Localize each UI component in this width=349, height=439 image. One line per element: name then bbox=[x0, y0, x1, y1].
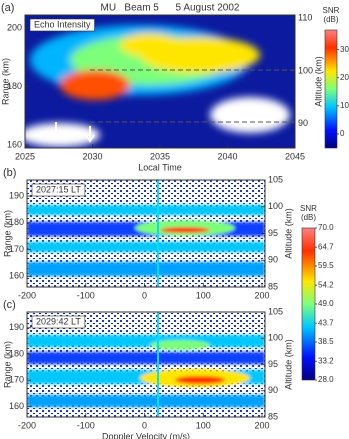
x-tick-label: 2045 bbox=[285, 151, 305, 161]
y-tick-label: 170 bbox=[9, 244, 24, 254]
y-tick-label: 160 bbox=[9, 401, 24, 411]
colorbar-tick-label: 64.7 bbox=[318, 242, 334, 251]
x-tick-label: 2030 bbox=[82, 151, 102, 161]
y2-axis-label: Altitude (km) bbox=[283, 208, 293, 259]
y-axis-label: Range (km) bbox=[2, 210, 12, 257]
heatmap-image bbox=[27, 312, 265, 417]
colorbar-tick-label: 30 bbox=[340, 45, 349, 54]
colorbar-tick-label: 33.2 bbox=[318, 356, 334, 365]
x-tick-label: -200 bbox=[18, 290, 36, 300]
y-axis-label: Range (km) bbox=[2, 341, 12, 388]
y-tick-label: 190 bbox=[9, 322, 24, 332]
panel-label: (b) bbox=[3, 167, 16, 179]
heatmap-image bbox=[25, 15, 295, 148]
y2-tick-label: 85 bbox=[268, 281, 278, 291]
y2-tick-label: 90 bbox=[268, 255, 278, 265]
heatmap-image bbox=[27, 180, 265, 287]
y2-tick-label: 105 bbox=[268, 174, 283, 184]
x-tick-label: 2035 bbox=[150, 151, 170, 161]
y2-tick-label: 100 bbox=[268, 333, 283, 343]
y2-tick-label: 100 bbox=[298, 65, 313, 75]
x-tick-label: -200 bbox=[18, 420, 36, 430]
colorbar-tick-label: 43.7 bbox=[318, 318, 334, 327]
annotation: 2027:15 LT bbox=[36, 184, 81, 194]
colorbar-tick-label: 20 bbox=[340, 73, 349, 82]
colorbar bbox=[324, 29, 338, 149]
panel-label: (c) bbox=[3, 299, 16, 311]
chart-title: MU Beam 5 5 August 2002 bbox=[101, 3, 240, 14]
y2-tick-label: 90 bbox=[298, 118, 308, 128]
y-axis-label: Range (km) bbox=[0, 58, 10, 105]
colorbar-tick-label: 10 bbox=[340, 101, 349, 110]
x-tick-label: 0 bbox=[142, 290, 147, 300]
colorbar-tick-label: 49.0 bbox=[318, 299, 334, 308]
y2-tick-label: 110 bbox=[298, 13, 312, 23]
y-tick-label: 170 bbox=[9, 375, 24, 385]
x-tick-label: 100 bbox=[196, 290, 211, 300]
colorbar-tick-label: 28.0 bbox=[318, 375, 334, 384]
y-tick-label: 180 bbox=[9, 217, 24, 227]
y2-tick-label: 95 bbox=[268, 359, 278, 369]
panel-label: (a) bbox=[1, 2, 14, 14]
y2-tick-label: 105 bbox=[268, 306, 283, 316]
colorbar-tick-label: 70.0 bbox=[318, 223, 334, 232]
y-tick-label: 200 bbox=[7, 22, 22, 32]
colorbar-tick-label: 0 bbox=[340, 129, 345, 138]
colorbar-units: (dB) bbox=[323, 15, 338, 24]
y-tick-label: 190 bbox=[9, 190, 24, 200]
y-tick-label: 160 bbox=[9, 271, 24, 281]
y2-tick-label: 85 bbox=[268, 411, 278, 421]
colorbar-tick-label: 59.5 bbox=[318, 261, 334, 270]
y2-tick-label: 90 bbox=[268, 385, 278, 395]
y-tick-label: 180 bbox=[9, 348, 24, 358]
annotation: Echo Intensity bbox=[34, 19, 91, 29]
annotation-box bbox=[31, 315, 86, 329]
annotation-box bbox=[29, 18, 95, 32]
colorbar-tick-label: 54.2 bbox=[318, 280, 334, 289]
colorbar-label: SNR bbox=[323, 6, 340, 15]
x-tick-label: 200 bbox=[255, 420, 270, 430]
annotation: 2029:42 LT bbox=[36, 316, 81, 326]
annotation-box bbox=[31, 183, 86, 197]
y-tick-label: 160 bbox=[7, 139, 22, 149]
x-tick-label: -100 bbox=[77, 290, 95, 300]
colorbar-units: (dB) bbox=[301, 213, 316, 222]
y2-tick-label: 95 bbox=[268, 228, 278, 238]
x-tick-label: 2025 bbox=[15, 151, 35, 161]
colorbar bbox=[301, 227, 316, 381]
colorbar-label: SNR bbox=[300, 204, 317, 213]
y2-axis-label: Altitude (km) bbox=[283, 339, 293, 390]
x-tick-label: 200 bbox=[255, 290, 270, 300]
x-axis-label: Doppler Velocity (m/s) bbox=[102, 431, 190, 439]
y2-axis-label: Altitude (km) bbox=[313, 56, 323, 107]
y-tick-label: 180 bbox=[7, 81, 22, 91]
colorbar-tick-label: 38.5 bbox=[318, 337, 334, 346]
y2-tick-label: 100 bbox=[268, 201, 283, 211]
x-tick-label: 0 bbox=[142, 420, 147, 430]
x-tick-label: 2040 bbox=[217, 151, 237, 161]
x-axis-label: Local Time bbox=[138, 162, 182, 172]
x-tick-label: -100 bbox=[77, 420, 95, 430]
x-tick-label: 100 bbox=[196, 420, 211, 430]
